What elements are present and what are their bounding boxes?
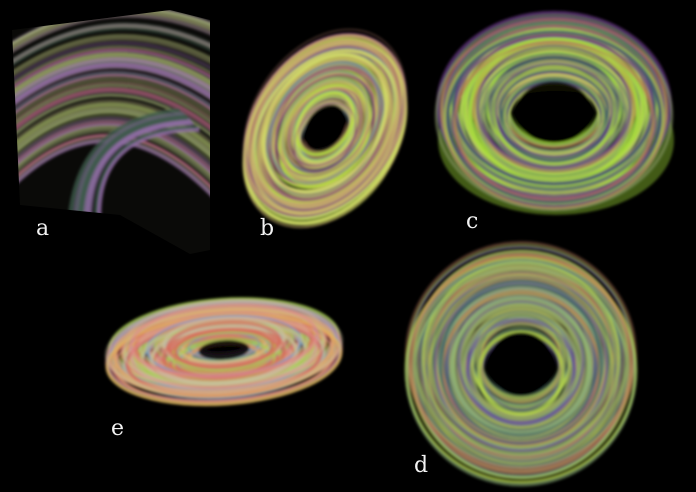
panel-c-label: c bbox=[466, 209, 479, 234]
panel-d-image bbox=[404, 241, 638, 487]
panel-b-image bbox=[242, 28, 408, 229]
panel-d-label: d bbox=[414, 453, 429, 478]
panel-e-image bbox=[104, 297, 344, 407]
panel-a-image bbox=[12, 10, 210, 254]
panel-e-label: e bbox=[111, 416, 125, 441]
panel-a-label: a bbox=[36, 216, 50, 241]
panel-c-image bbox=[434, 10, 674, 215]
panel-b-label: b bbox=[260, 216, 275, 241]
